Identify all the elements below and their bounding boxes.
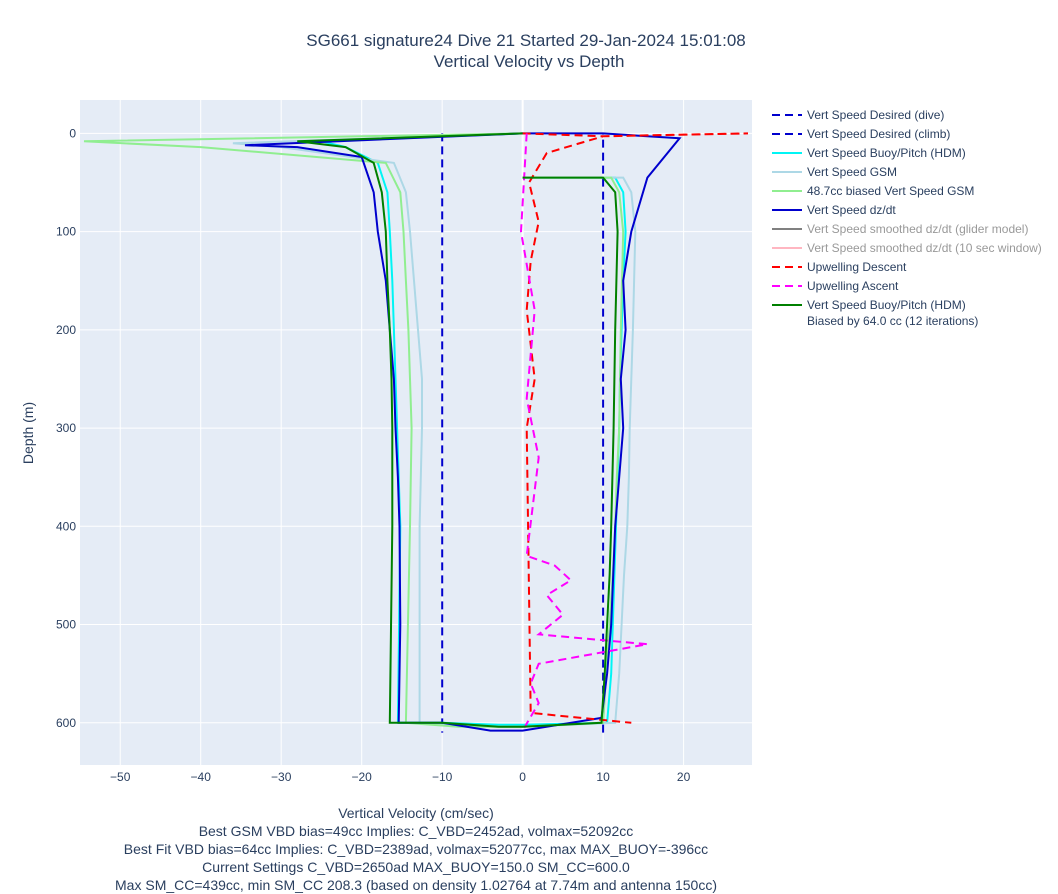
chart-subtitle: Vertical Velocity vs Depth	[434, 52, 625, 71]
legend-item[interactable]: Vert Speed smoothed dz/dt (glider model)	[772, 222, 1028, 236]
legend-label: Vert Speed dz/dt	[807, 203, 896, 217]
series-line-9	[519, 133, 648, 732]
series-line-8	[522, 132, 749, 724]
chart-title: SG661 signature24 Dive 21 Started 29-Jan…	[306, 31, 745, 50]
x-tick-labels: −50 −40 −30 −20 −10 0 10 20	[110, 770, 691, 784]
x-tick-label: 10	[596, 770, 610, 784]
y-tick-label: 600	[56, 716, 76, 730]
legend-item[interactable]: Upwelling Descent	[772, 260, 907, 274]
y-tick-label: 100	[56, 225, 76, 239]
y-tick-label: 300	[56, 421, 76, 435]
legend-label: 48.7cc biased Vert Speed GSM	[807, 184, 974, 198]
legend-item[interactable]: Vert Speed Desired (dive)	[772, 108, 944, 122]
legend-label: Vert Speed Buoy/Pitch (HDM)	[807, 146, 966, 160]
caption-line: Best GSM VBD bias=49cc Implies: C_VBD=24…	[199, 823, 634, 839]
legend-item[interactable]: Upwelling Ascent	[772, 279, 899, 293]
legend-label: Vert Speed Desired (climb)	[807, 127, 950, 141]
legend[interactable]: Vert Speed Desired (dive) Vert Speed Desi…	[772, 108, 1042, 328]
y-tick-label: 500	[56, 618, 76, 632]
legend-item[interactable]: Vert Speed Buoy/Pitch (HDM) Biased by 64.…	[772, 298, 978, 328]
y-axis-title: Depth (m)	[20, 402, 36, 464]
caption-line: Best Fit VBD bias=64cc Implies: C_VBD=23…	[124, 841, 708, 857]
caption-line: Current Settings C_VBD=2650ad MAX_BUOY=1…	[202, 859, 630, 875]
series-lines	[83, 132, 749, 733]
legend-item[interactable]: Vert Speed Desired (climb)	[772, 127, 950, 141]
x-tick-label: −30	[271, 770, 292, 784]
captions: Vertical Velocity (cm/sec) Best GSM VBD …	[115, 805, 717, 893]
legend-label: Upwelling Ascent	[807, 279, 899, 293]
x-tick-label: −40	[191, 770, 212, 784]
legend-label: Vert Speed Desired (dive)	[807, 108, 944, 122]
y-tick-label: 400	[56, 519, 76, 533]
y-tick-labels: 0 100 200 300 400 500 600	[56, 126, 76, 729]
legend-label: Vert Speed smoothed dz/dt (10 sec window…	[807, 241, 1042, 255]
legend-label: Vert Speed smoothed dz/dt (glider model)	[807, 222, 1028, 236]
x-tick-label: 20	[677, 770, 691, 784]
legend-label: Upwelling Descent	[807, 260, 907, 274]
series-line-10	[297, 132, 619, 728]
legend-item[interactable]: Vert Speed smoothed dz/dt (10 sec window…	[772, 241, 1042, 255]
legend-item[interactable]: Vert Speed dz/dt	[772, 203, 896, 217]
y-tick-label: 0	[69, 126, 76, 140]
legend-label: Vert Speed GSM	[807, 165, 897, 179]
x-tick-label: −20	[351, 770, 372, 784]
legend-label: Vert Speed Buoy/Pitch (HDM)	[807, 298, 966, 312]
legend-item[interactable]: Vert Speed Buoy/Pitch (HDM)	[772, 146, 966, 160]
x-tick-label: 0	[519, 770, 526, 784]
legend-label-line2: Biased by 64.0 cc (12 iterations)	[807, 314, 978, 328]
x-tick-label: −10	[432, 770, 453, 784]
legend-item[interactable]: 48.7cc biased Vert Speed GSM	[772, 184, 974, 198]
x-tick-label: −50	[110, 770, 131, 784]
legend-item[interactable]: Vert Speed GSM	[772, 165, 897, 179]
series-line-5	[244, 132, 682, 732]
plot-area	[80, 100, 752, 765]
x-axis-title: Vertical Velocity (cm/sec)	[338, 805, 494, 821]
caption-line: Max SM_CC=439cc, min SM_CC 208.3 (based …	[115, 877, 717, 893]
y-tick-label: 200	[56, 323, 76, 337]
